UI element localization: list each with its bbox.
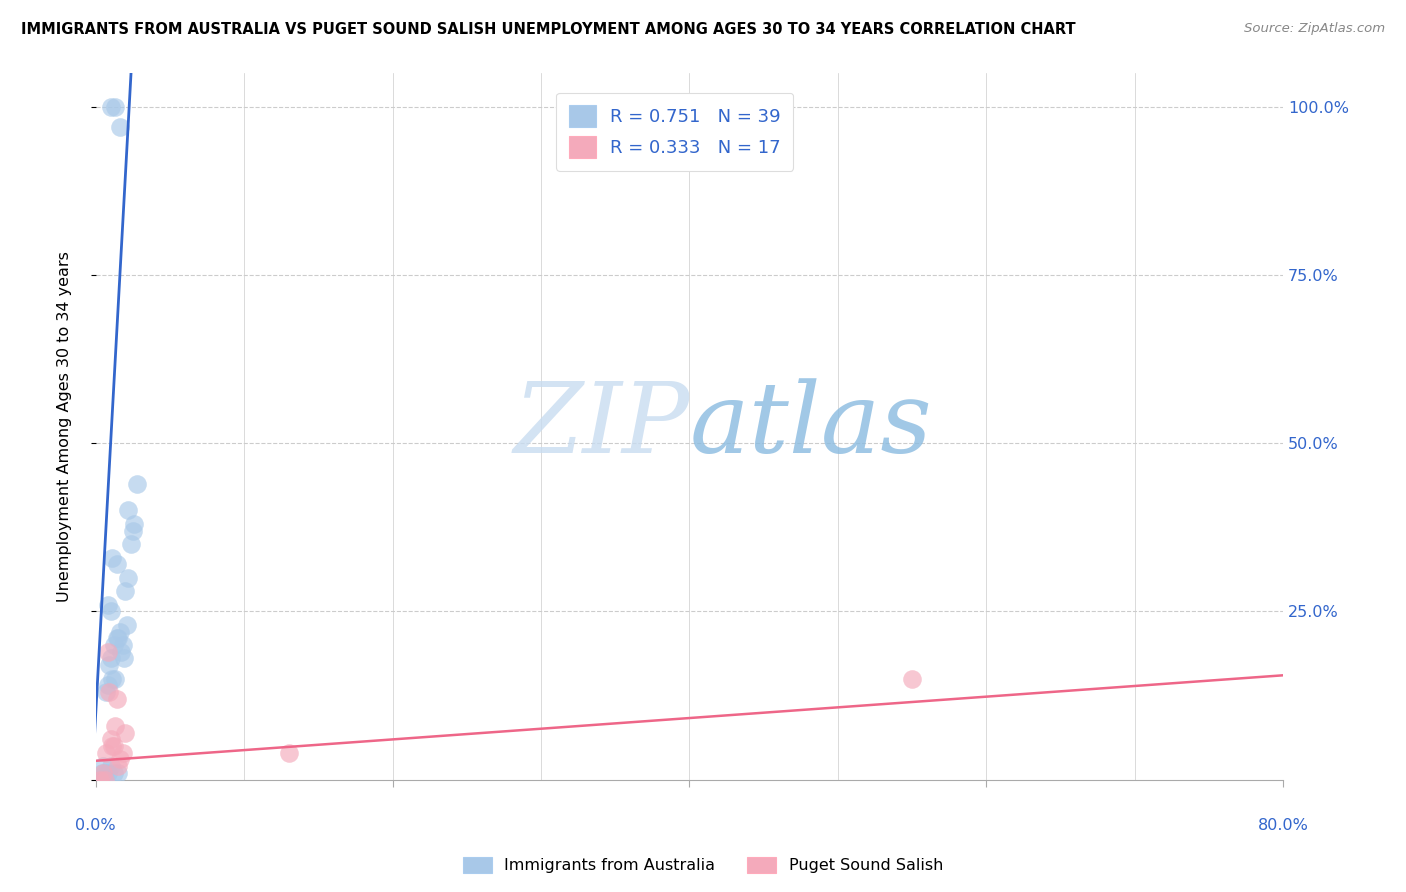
Point [96,685,118,699]
Text: Source: ZipAtlas.com: Source: ZipAtlas.com [1244,22,1385,36]
Point [117,571,139,585]
Point [100,732,122,747]
Point [120,537,142,551]
Point [117,503,139,517]
Point [87,772,110,787]
Point [277,746,299,760]
Point [100,604,122,618]
Point [93,772,115,787]
Point [93,772,115,787]
Point [90,765,112,780]
Point [104,719,127,733]
Point [101,739,124,753]
Point [107,759,129,773]
Point [122,524,145,538]
Point [105,632,128,646]
Y-axis label: Unemployment Among Ages 30 to 34 years: Unemployment Among Ages 30 to 34 years [58,251,72,602]
Point [111,638,134,652]
Point [93,765,115,780]
Point [97,598,120,612]
Point [115,617,138,632]
Point [111,746,134,760]
Point [100,759,122,773]
Point [901,672,924,686]
Point [124,516,146,531]
Point [91,759,114,773]
Point [107,765,129,780]
Point [104,672,127,686]
Point [112,651,135,665]
Point [110,645,132,659]
Text: atlas: atlas [689,378,932,474]
Legend: R = 0.751   N = 39, R = 0.333   N = 17: R = 0.751 N = 39, R = 0.333 N = 17 [555,93,793,171]
Point [100,100,122,114]
Legend: Immigrants from Australia, Puget Sound Salish: Immigrants from Australia, Puget Sound S… [457,850,949,880]
Text: ZIP: ZIP [513,378,689,474]
Point [100,651,122,665]
Point [107,632,129,646]
Text: 80.0%: 80.0% [1257,819,1309,833]
Text: IMMIGRANTS FROM AUSTRALIA VS PUGET SOUND SALISH UNEMPLOYMENT AMONG AGES 30 TO 34: IMMIGRANTS FROM AUSTRALIA VS PUGET SOUND… [21,22,1076,37]
Point [89,772,111,787]
Point [105,691,128,706]
Point [108,120,131,134]
Point [89,772,111,787]
Point [104,100,127,114]
Point [91,772,114,787]
Point [101,672,124,686]
Point [101,550,124,565]
Point [114,584,136,599]
Point [103,739,125,753]
Text: 0.0%: 0.0% [76,819,117,833]
Point [98,658,121,673]
Point [98,685,121,699]
Point [108,752,131,766]
Point [97,645,120,659]
Point [97,765,120,780]
Point [96,746,118,760]
Point [114,725,136,739]
Point [91,765,114,780]
Point [103,765,125,780]
Point [103,638,125,652]
Point [127,476,149,491]
Point [105,558,128,572]
Point [97,678,120,692]
Point [108,624,131,639]
